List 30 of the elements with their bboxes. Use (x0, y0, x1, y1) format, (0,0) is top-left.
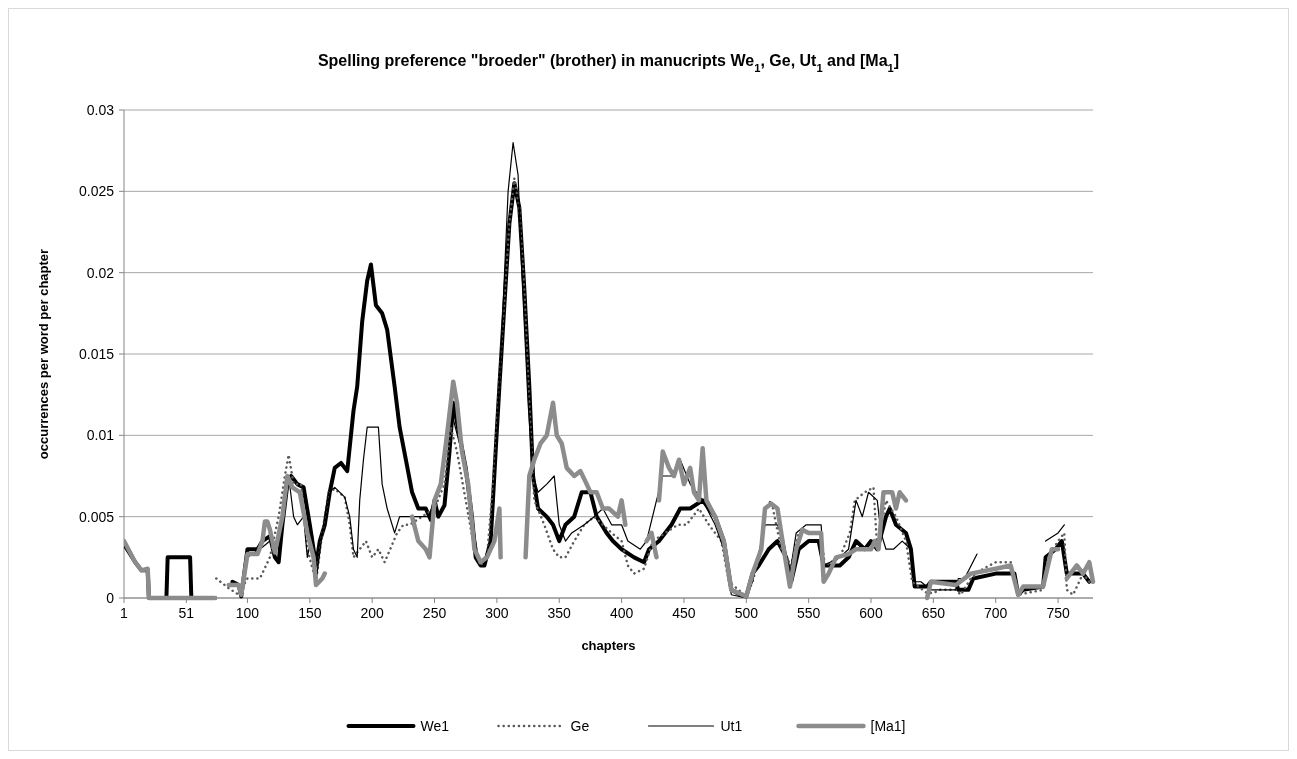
y-tick-label: 0.025 (78, 183, 115, 200)
legend-label: [Ma1] (870, 718, 906, 734)
y-tick-label: 0 (106, 590, 115, 606)
legend-label: Ut1 (720, 718, 743, 734)
x-tick-label: 300 (485, 605, 509, 621)
x-tick-label: 750 (1046, 605, 1070, 621)
x-tick-label: 600 (859, 605, 883, 621)
x-tick-label: 700 (984, 605, 1008, 621)
x-tick-label: 450 (672, 605, 696, 621)
y-tick-label: 0.005 (78, 508, 115, 525)
x-tick-label: 1 (120, 605, 129, 621)
x-tick-label: 250 (422, 605, 447, 621)
x-tick-label: 550 (796, 605, 821, 621)
y-tick-label: 0.01 (86, 427, 115, 444)
x-axis-title: chapters (581, 638, 636, 653)
x-tick-label: 350 (547, 605, 572, 621)
x-tick-label: 100 (235, 605, 260, 621)
chart-title: Spelling preference "broeder" (brother) in manucripts We$_{1}$, Ge, Ut$_{1}$ and [Ma$_{1}$] (317, 52, 900, 74)
y-tick-label: 0.02 (86, 264, 115, 281)
x-tick-label: 650 (921, 605, 946, 621)
y-axis-title: occurrences per word per chapter (36, 248, 51, 460)
y-tick-label: 0.03 (86, 102, 115, 118)
x-tick-label: 500 (734, 605, 759, 621)
x-tick-label: 400 (609, 605, 634, 621)
x-tick-label: 51 (178, 605, 195, 621)
y-tick-label: 0.015 (78, 346, 115, 362)
x-tick-label: 150 (298, 605, 322, 621)
x-tick-label: 200 (360, 605, 385, 621)
legend-label: We1 (420, 718, 450, 734)
legend-label: Ge (570, 718, 590, 734)
